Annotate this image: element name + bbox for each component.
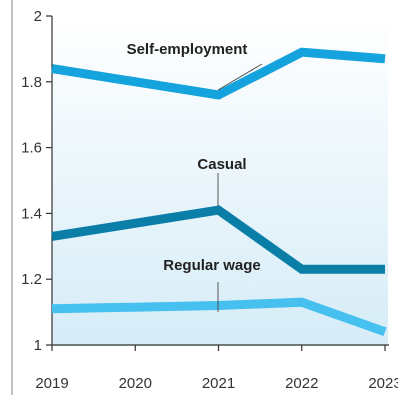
y-tick-label: 1.4: [21, 205, 42, 222]
y-tick-label: 1.6: [21, 140, 42, 157]
y-tick-label: 1.8: [21, 74, 42, 91]
x-tick-label: 2022: [285, 375, 318, 392]
series-label: Casual: [197, 156, 246, 173]
y-tick-label: 2: [34, 8, 42, 25]
series-line-self-employment: [51, 47, 386, 100]
series-labels: Self-employment Casual Regular wage: [127, 41, 263, 312]
y-tick-label: 1.2: [21, 271, 42, 288]
series-label: Regular wage: [163, 257, 261, 274]
series-line-regular-wage: [51, 297, 387, 337]
axes: 1 1.2 1.4 1.6 1.8 2 2019 2020 2021 2022 2023: [21, 8, 398, 392]
plot-background: [52, 16, 388, 346]
x-tick-label: 2023: [368, 375, 398, 392]
series-label-leader: [217, 63, 263, 91]
x-tick-label: 2021: [202, 375, 235, 392]
y-tick-label: 1: [34, 337, 42, 354]
series-line-casual: [51, 205, 385, 274]
series-label: Self-employment: [127, 41, 248, 58]
x-tick-label: 2020: [119, 375, 152, 392]
series-layer: [51, 47, 387, 337]
x-tick-label: 2019: [35, 375, 68, 392]
